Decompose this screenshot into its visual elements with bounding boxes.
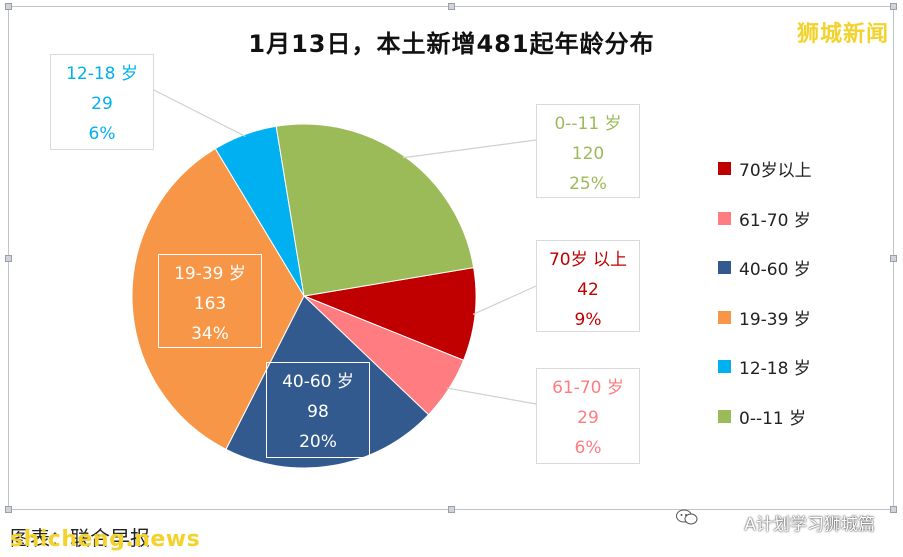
legend-item: 61-70 岁 [718,194,812,244]
pie-slice-5 [275,123,475,297]
data-label-name: 0--11 岁 [554,114,622,134]
data-label-3: 19-39 岁 163 34% [158,254,262,348]
data-label-4: 12-18 岁 29 6% [50,54,154,150]
data-label-value: 29 [577,408,599,428]
legend-label: 40-60 岁 [739,260,811,281]
pie-slice-2 [225,295,430,469]
legend-swatch [718,310,731,324]
data-label-name: 40-60 岁 [282,372,354,392]
leader-line-0 [472,285,537,315]
legend-label: 12-18 岁 [739,359,811,380]
data-label-1: 61-70 岁 29 6% [536,368,640,464]
data-label-name: 61-70 岁 [552,378,624,398]
data-label-name: 70岁 以上 [548,250,628,270]
data-label-0: 70岁 以上 42 9% [536,240,640,332]
legend-swatch [718,409,731,423]
data-label-percent: 9% [574,310,602,330]
pie-slice-3 [131,147,305,450]
legend-item: 40-60 岁 [718,243,812,293]
legend-swatch [718,162,731,176]
legend-item: 12-18 岁 [718,342,812,392]
leader-line-1 [446,387,537,405]
resize-handle-top-left[interactable] [5,3,12,10]
legend-swatch [718,211,731,225]
data-label-value: 98 [307,402,329,422]
legend: 70岁以上 61-70 岁 40-60 岁 19-39 岁 12-18 岁 0--11 岁 [718,144,812,441]
legend-swatch [718,360,731,374]
data-label-percent: 34% [191,324,229,344]
legend-label: 61-70 岁 [739,210,811,231]
data-label-value: 42 [577,280,599,300]
chart-title: 1月13日，本土新增481起年龄分布 [248,30,655,58]
source-text: 图表：联合早报 [10,526,150,550]
resize-handle-mid-left[interactable] [5,255,12,262]
data-label-name: 19-39 岁 [174,264,246,284]
legend-item: 19-39 岁 [718,293,812,343]
data-label-percent: 20% [299,432,337,452]
data-label-percent: 25% [569,174,607,194]
leader-line-4 [153,89,246,137]
legend-label: 70岁以上 [739,161,812,182]
legend-label: 19-39 岁 [739,309,811,330]
legend-label: 0--11 岁 [739,408,807,429]
pie-slice-0 [302,267,477,361]
resize-handle-bottom-mid[interactable] [448,506,455,513]
data-label-value: 163 [193,294,227,314]
account-brand: A计划学习狮城篇 [744,515,875,535]
data-label-2: 40-60 岁 98 20% [266,362,370,458]
resize-handle-bottom-left[interactable] [5,506,12,513]
data-label-percent: 6% [574,438,602,458]
resize-handle-mid-right[interactable] [890,255,897,262]
leader-line-5 [402,139,537,159]
legend-item: 70岁以上 [718,144,812,194]
legend-swatch [718,261,731,275]
data-label-5: 0--11 岁 120 25% [536,104,640,198]
legend-item: 0--11 岁 [718,392,812,442]
site-brand-watermark: shicheng.news [10,527,201,552]
wechat-icon [676,509,698,525]
resize-handle-top-mid[interactable] [448,3,455,10]
data-label-name: 12-18 岁 [66,64,138,84]
resize-handle-top-right[interactable] [890,3,897,10]
watermark-text: 狮城新闻 [796,22,889,47]
resize-handle-bottom-right[interactable] [890,506,897,513]
data-label-value: 120 [571,144,605,164]
data-label-percent: 6% [88,124,116,144]
data-label-value: 29 [91,94,113,114]
